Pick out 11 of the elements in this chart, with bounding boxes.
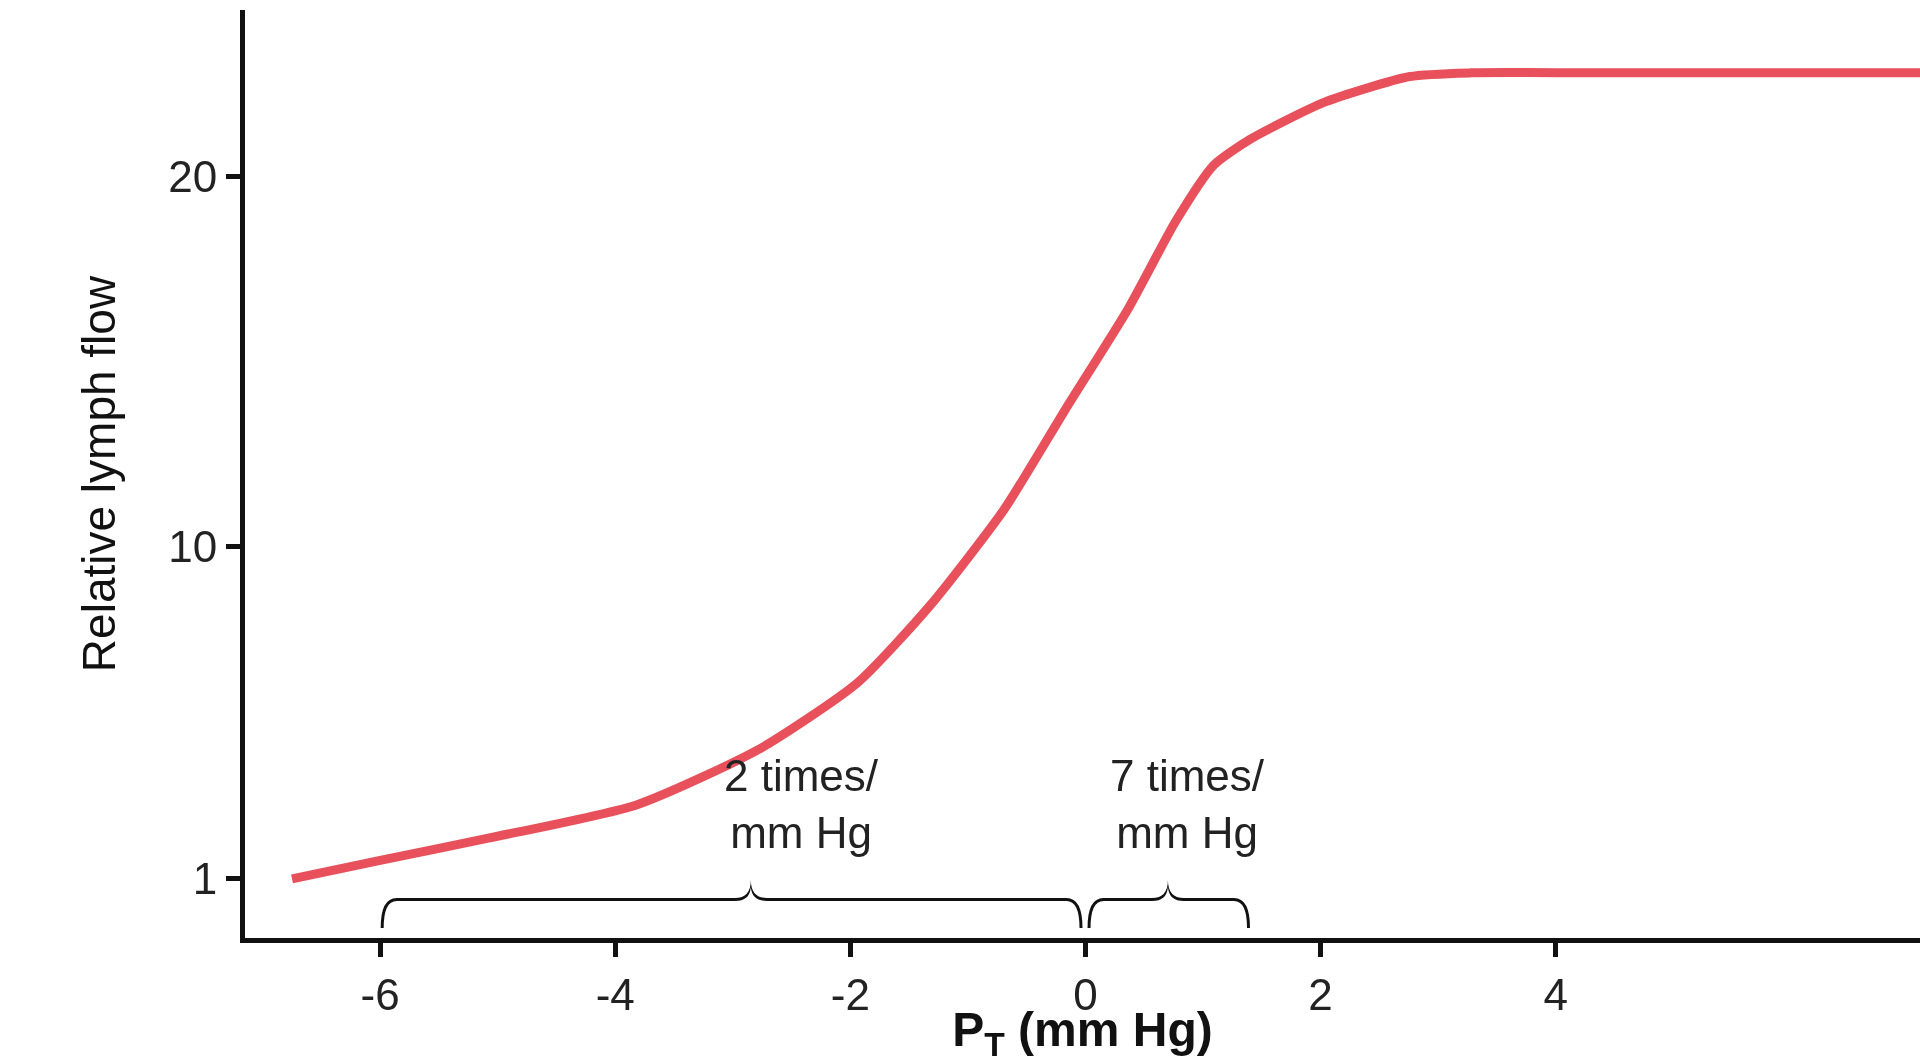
y-tick-label: 10 — [168, 521, 218, 571]
annotation: 7 times/ mm Hg — [1110, 751, 1265, 858]
x-tick-label: -4 — [595, 969, 635, 1019]
y-tick-label: 20 — [168, 151, 218, 201]
x-tick-label: 2 — [1308, 969, 1333, 1019]
y-tick-label: 1 — [192, 854, 218, 904]
x-tick-label: 4 — [1543, 969, 1568, 1019]
annotation: 2 times/ mm Hg — [724, 751, 879, 858]
y-axis-title: Relative lymph flow — [72, 275, 125, 673]
x-tick-label: -2 — [830, 969, 870, 1019]
x-tick-label: -6 — [360, 969, 400, 1019]
